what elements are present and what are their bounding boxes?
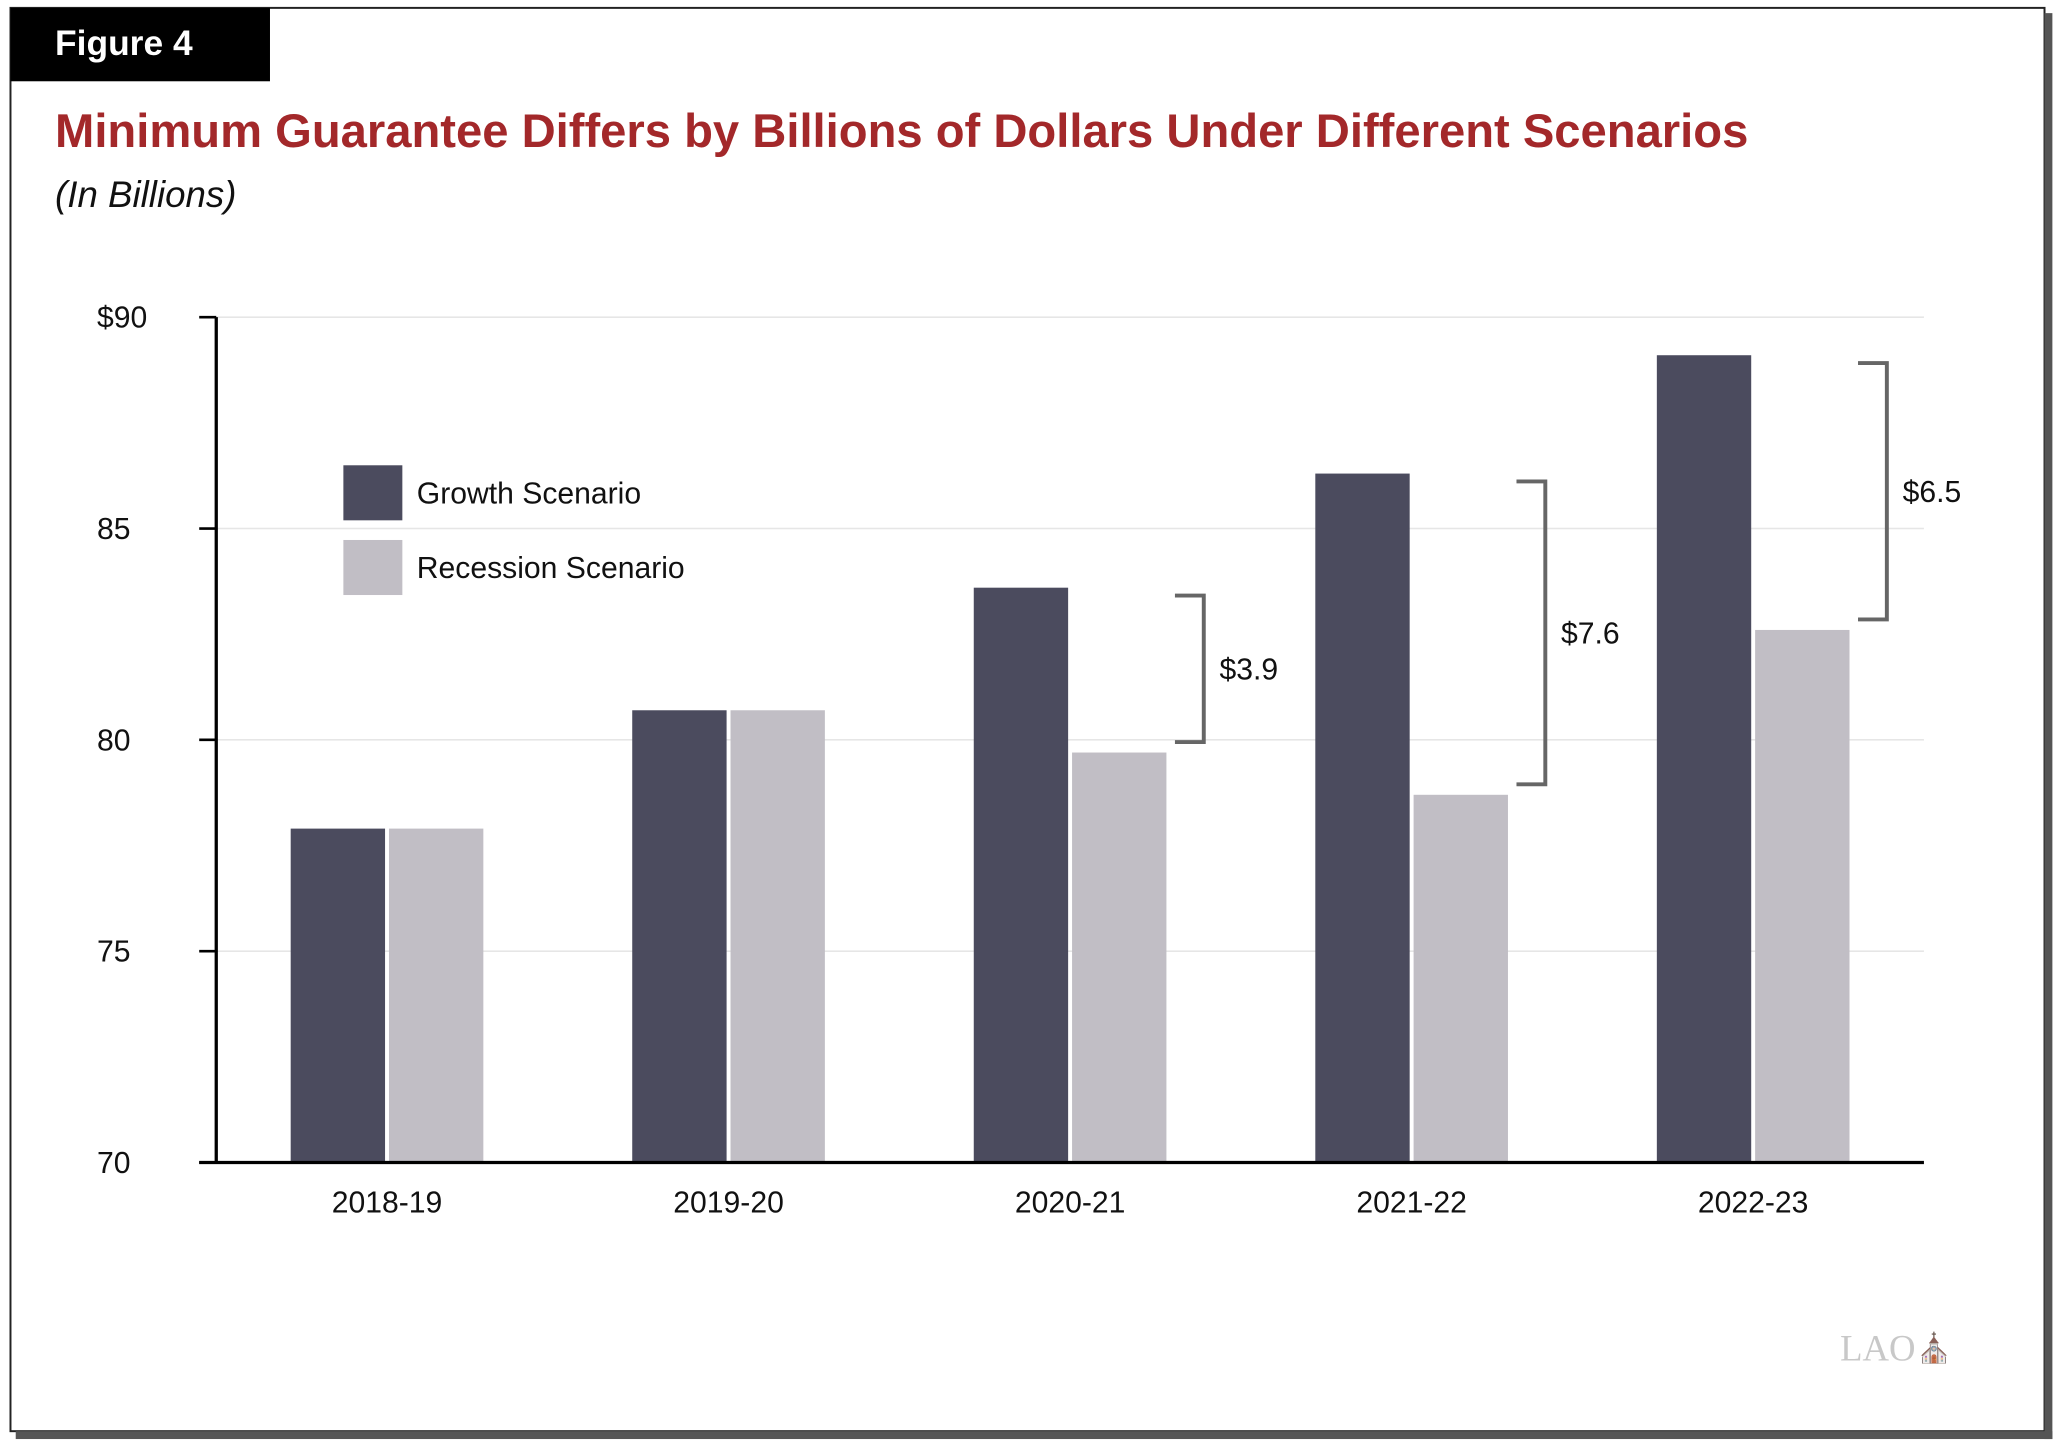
figure-label: Figure 4: [55, 24, 193, 63]
frame-shadow-bottom: [15, 1431, 2053, 1440]
difference-bracket: [1174, 593, 1206, 745]
y-tick-label: 75: [97, 936, 131, 969]
legend-swatch-growth: [343, 465, 403, 521]
gridlines: [216, 316, 1924, 952]
bar-growth: [1315, 473, 1410, 1163]
legend-swatch-recession: [343, 539, 403, 596]
difference-label: $7.6: [1561, 617, 1620, 650]
legend: Growth Scenario Recession Scenario: [343, 465, 685, 596]
capitol-dome-icon: ⛪: [1916, 1330, 1952, 1365]
x-tick-label: 2019-20: [673, 1186, 784, 1219]
lao-logo: LAO: [1840, 1327, 1915, 1368]
bar-recession: [388, 828, 484, 1163]
bar-recession: [730, 710, 825, 1163]
bar-growth: [290, 828, 386, 1163]
figure-label-box: [10, 7, 270, 82]
y-tick-label: 80: [97, 724, 131, 757]
annotations: $3.9 $7.6 $6.5: [1174, 361, 1962, 787]
bar-growth: [632, 710, 727, 1163]
chart-title: Minimum Guarantee Differs by Billions of…: [55, 104, 1748, 157]
bar-recession: [1413, 794, 1508, 1163]
bar-growth: [973, 587, 1069, 1163]
difference-label: $6.5: [1903, 476, 1962, 509]
y-tick-label: 85: [97, 513, 131, 546]
axes: 70 75 80 85 $90 2018-19 2019-20 2020-21 2021-22 2…: [97, 302, 1924, 1219]
x-tick-label: 2018-19: [332, 1186, 443, 1219]
difference-bracket: [1858, 361, 1889, 622]
bar-recession: [1755, 629, 1850, 1163]
x-tick-label: 2021-22: [1356, 1186, 1467, 1219]
x-tick-label: 2020-21: [1015, 1186, 1126, 1219]
bar-recession: [1072, 752, 1167, 1163]
bars: [290, 355, 1850, 1163]
difference-bracket: [1516, 479, 1548, 787]
difference-label: $3.9: [1220, 653, 1279, 686]
y-tick-label: 70: [97, 1147, 131, 1180]
legend-label-recession: Recession Scenario: [417, 552, 685, 585]
bar-growth: [1656, 355, 1752, 1163]
legend-label-growth: Growth Scenario: [417, 477, 641, 510]
chart-subtitle: (In Billions): [55, 174, 236, 215]
x-tick-label: 2022-23: [1698, 1186, 1809, 1219]
frame-shadow: [2044, 13, 2053, 1440]
y-tick-label: $90: [97, 302, 147, 335]
